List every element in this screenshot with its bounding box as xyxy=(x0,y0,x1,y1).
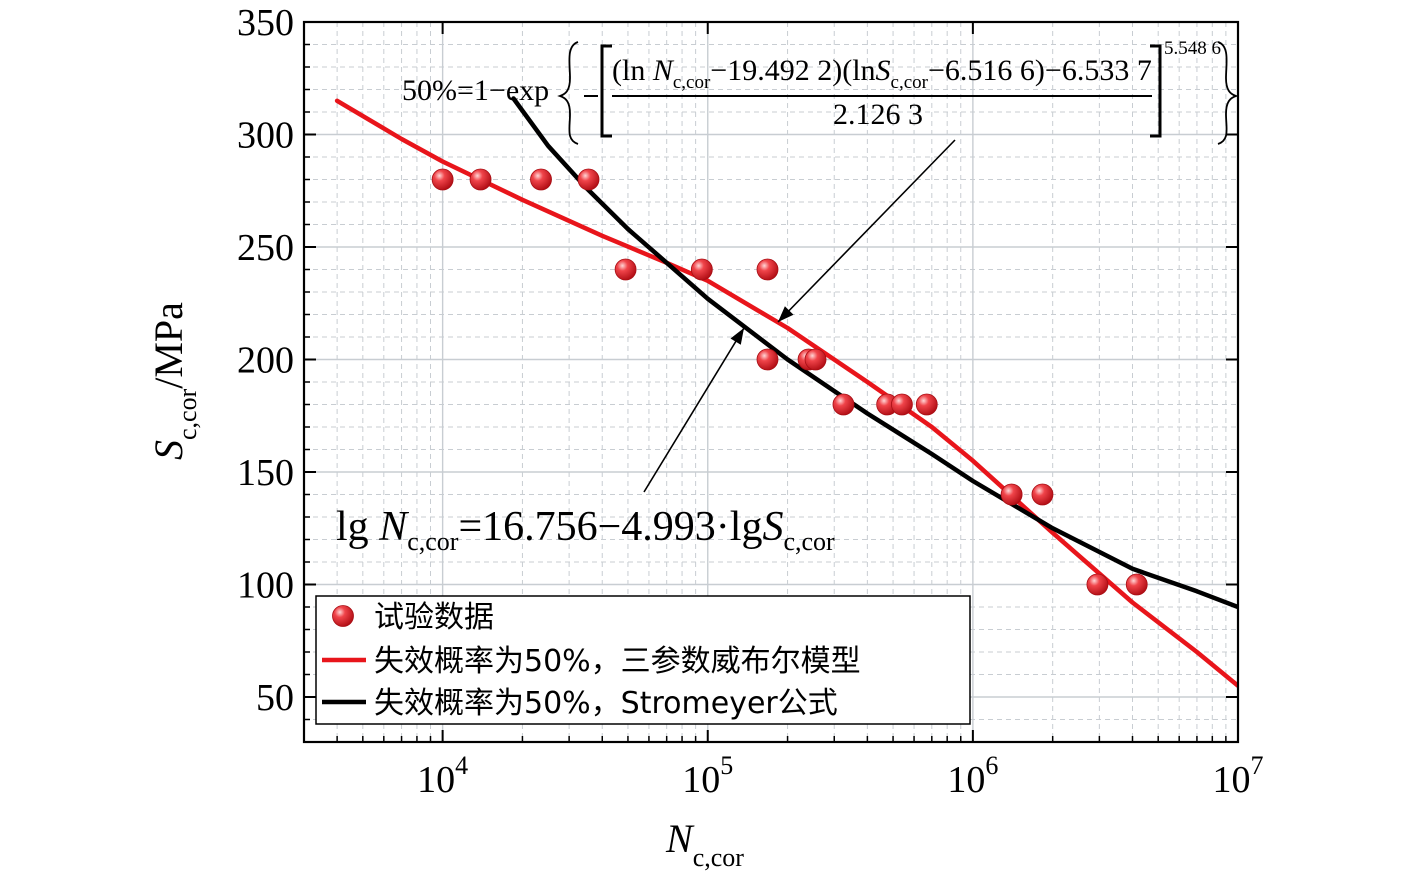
data-point xyxy=(614,258,637,281)
x-axis-title: Nc,cor xyxy=(665,816,744,872)
data-point xyxy=(469,168,492,191)
right-brace xyxy=(1217,41,1239,145)
data-point xyxy=(832,393,855,416)
left-brace xyxy=(557,41,579,145)
left-bracket xyxy=(600,44,612,138)
grid-lines xyxy=(303,21,1239,743)
y-tick-label: 350 xyxy=(237,2,294,44)
legend-label: 试验数据 xyxy=(374,600,494,635)
stromeyer-arrow-head xyxy=(730,328,744,345)
data-point xyxy=(915,393,938,416)
legend-marker-points xyxy=(332,605,354,627)
x-tick-label: 107 xyxy=(1213,751,1264,801)
weibull-denominator: 2.126 3 xyxy=(833,98,923,131)
data-point xyxy=(804,348,827,371)
weibull-exponent: 5.548 6 xyxy=(1164,38,1221,59)
y-tick-label: 300 xyxy=(237,115,294,157)
annotations: 50%=1−exp (ln Nc,cor−19.492 2)(lnSc,cor−6… xyxy=(336,38,1239,556)
legend-label: 失效概率为50%，Stromeyer公式 xyxy=(374,686,838,721)
data-point xyxy=(530,168,552,191)
data-point xyxy=(1086,573,1109,596)
right-bracket xyxy=(1150,44,1162,138)
y-tick-label: 200 xyxy=(237,340,294,382)
y-axis-title: Sc,cor/MPa xyxy=(146,302,202,460)
data-point xyxy=(756,258,779,281)
legend: 试验数据失效概率为50%，三参数威布尔模型失效概率为50%，Stromeyer公… xyxy=(315,595,971,725)
data-point xyxy=(1125,573,1148,596)
weibull-arrow-head xyxy=(778,306,794,322)
stromeyer-equation: lg Nc,cor=16.756−4.993·lgSc,cor xyxy=(336,504,835,556)
data-point xyxy=(690,258,713,281)
stromeyer-arrow xyxy=(643,327,745,493)
data-point xyxy=(1031,483,1054,506)
weibull-arrow xyxy=(777,139,956,323)
data-point xyxy=(1000,483,1023,506)
weibull-equation-lhs: 50%=1−exp xyxy=(402,74,549,107)
plot-area xyxy=(334,96,1238,689)
stromeyer-curve xyxy=(511,96,1238,610)
x-tick-label: 104 xyxy=(417,751,468,801)
x-tick-label: 105 xyxy=(682,751,733,801)
weibull-numerator: (ln Nc,cor−19.492 2)(lnSc,cor−6.516 6)−6… xyxy=(612,54,1152,93)
data-point xyxy=(577,168,600,191)
data-point xyxy=(431,168,454,191)
legend-label: 失效概率为50%，三参数威布尔模型 xyxy=(374,644,861,679)
x-tick-label: 106 xyxy=(947,751,998,801)
data-point xyxy=(891,393,913,416)
y-tick-label: 50 xyxy=(256,677,294,719)
axes: 50 100 150 200 250 300 350 104 105 106 107 Nc,cor Sc… xyxy=(146,2,1264,872)
y-tick-label: 100 xyxy=(237,565,294,607)
y-tick-label: 250 xyxy=(237,227,294,269)
y-tick-label: 150 xyxy=(237,452,294,494)
data-point xyxy=(756,348,779,371)
legend-box xyxy=(315,595,971,725)
